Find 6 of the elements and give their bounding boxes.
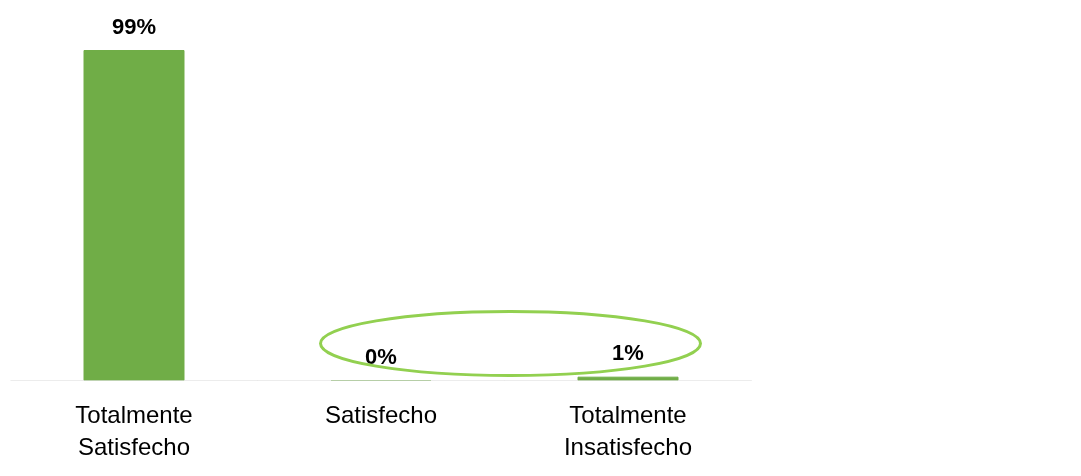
data-label: 1% — [612, 340, 644, 366]
data-label: 0% — [365, 343, 397, 369]
x-tick-label: Totalmente Insatisfecho — [563, 400, 693, 460]
data-label: 99% — [111, 13, 157, 39]
x-tick-label: Totalmente Satisfecho — [75, 400, 193, 460]
x-tick-label: Satisfecho — [324, 400, 438, 428]
